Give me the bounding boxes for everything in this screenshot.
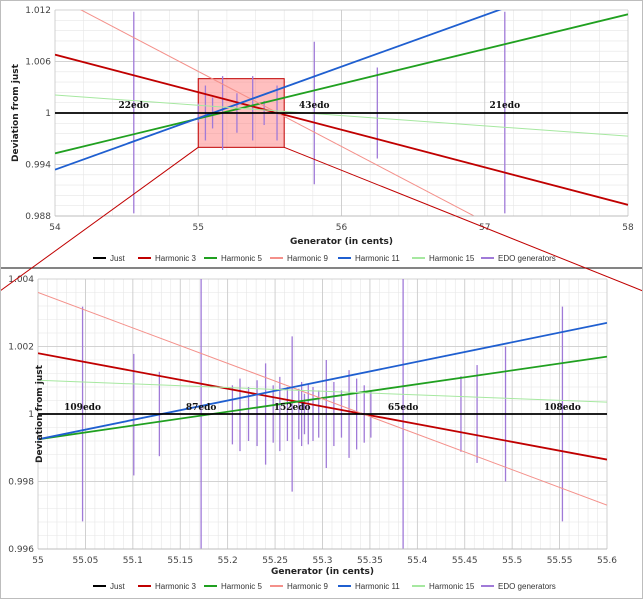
legend-label: Harmonic 9 bbox=[287, 582, 328, 591]
series-line-harmonic-3 bbox=[38, 352, 607, 461]
edo-annotation: 108edo bbox=[544, 403, 581, 413]
x-tick-label: 55.3 bbox=[312, 556, 332, 566]
edo-annotation: 21edo bbox=[490, 101, 521, 111]
x-tick-label: 55.2 bbox=[218, 556, 238, 566]
x-tick-label: 55.15 bbox=[167, 556, 193, 566]
edo-annotation: 65edo bbox=[388, 403, 419, 413]
x-axis-title: Generator (in cents) bbox=[290, 237, 393, 247]
series-line-harmonic-11 bbox=[55, 10, 502, 171]
series-line-harmonic-15 bbox=[55, 94, 628, 137]
legend-label: Harmonic 5 bbox=[221, 254, 262, 263]
edo-annotation: 152edo bbox=[274, 403, 311, 413]
edo-annotation: 22edo bbox=[119, 101, 150, 111]
legend-label: Harmonic 15 bbox=[429, 254, 475, 263]
x-tick-label: 55.5 bbox=[502, 556, 522, 566]
series-line-harmonic-11 bbox=[38, 321, 607, 441]
series-line-harmonic-3 bbox=[55, 53, 628, 206]
plot-area bbox=[55, 10, 628, 216]
x-tick-label: 55.4 bbox=[407, 556, 427, 566]
legend-label: Harmonic 5 bbox=[221, 582, 262, 591]
legend-label: Harmonic 3 bbox=[155, 582, 196, 591]
x-tick-label: 56 bbox=[336, 223, 348, 233]
series-line-harmonic-5 bbox=[55, 13, 628, 155]
x-tick-label: 55.55 bbox=[547, 556, 573, 566]
x-tick-label: 54 bbox=[49, 223, 61, 233]
legend-label: Harmonic 9 bbox=[287, 254, 328, 263]
y-tick-label: 0.994 bbox=[25, 161, 51, 171]
legend-label: Harmonic 3 bbox=[155, 254, 196, 263]
legend-label: EDO generators bbox=[498, 582, 556, 591]
legend-label: Just bbox=[110, 254, 125, 263]
y-tick-label: 1.006 bbox=[25, 58, 51, 68]
legend-label: Harmonic 11 bbox=[355, 582, 400, 591]
x-tick-label: 58 bbox=[622, 223, 634, 233]
y-tick-label: 0.988 bbox=[25, 212, 51, 222]
legend-label: Just bbox=[110, 582, 125, 591]
zoom-connector-left bbox=[0, 146, 199, 292]
y-axis-title: Deviation from just bbox=[35, 364, 45, 463]
edo-annotation: 43edo bbox=[299, 101, 330, 111]
x-tick-label: 55.45 bbox=[452, 556, 478, 566]
x-tick-label: 55.1 bbox=[123, 556, 143, 566]
plot-area bbox=[38, 279, 607, 549]
series-line-harmonic-5 bbox=[38, 355, 607, 441]
x-axis-title: Generator (in cents) bbox=[271, 567, 374, 577]
x-tick-label: 55.6 bbox=[597, 556, 617, 566]
y-tick-label: 1.004 bbox=[8, 275, 34, 285]
series-line-harmonic-9 bbox=[38, 292, 607, 506]
edo-annotation: 87edo bbox=[186, 403, 217, 413]
y-tick-label: 0.996 bbox=[8, 545, 34, 555]
legend-label: Harmonic 11 bbox=[355, 254, 400, 263]
y-tick-label: 1.012 bbox=[25, 6, 51, 16]
y-tick-label: 0.998 bbox=[8, 478, 34, 488]
x-tick-label: 55 bbox=[32, 556, 43, 566]
x-tick-label: 55 bbox=[193, 223, 204, 233]
x-tick-label: 55.25 bbox=[262, 556, 288, 566]
y-tick-label: 1 bbox=[28, 410, 34, 420]
legend-label: Harmonic 15 bbox=[429, 582, 475, 591]
x-tick-label: 55.05 bbox=[73, 556, 99, 566]
legend: Just Harmonic 3 Harmonic 5 Harmonic 9 Harmon… bbox=[93, 582, 556, 591]
y-axis-title: Deviation from just bbox=[11, 63, 21, 162]
legend: Just Harmonic 3 Harmonic 5 Harmonic 9 Harmon… bbox=[93, 254, 556, 263]
legend-label: EDO generators bbox=[498, 254, 556, 263]
y-tick-label: 1.002 bbox=[8, 343, 34, 353]
y-tick-label: 1 bbox=[45, 109, 51, 119]
series-line-harmonic-9 bbox=[80, 10, 476, 216]
chart-panel-1: 22edo43edo21edo54555657580.9880.99411.00… bbox=[11, 6, 634, 263]
x-tick-label: 55.35 bbox=[357, 556, 383, 566]
edo-annotation: 109edo bbox=[64, 403, 101, 413]
series-line-harmonic-15 bbox=[38, 379, 607, 403]
zoom-connector-right bbox=[284, 146, 643, 292]
